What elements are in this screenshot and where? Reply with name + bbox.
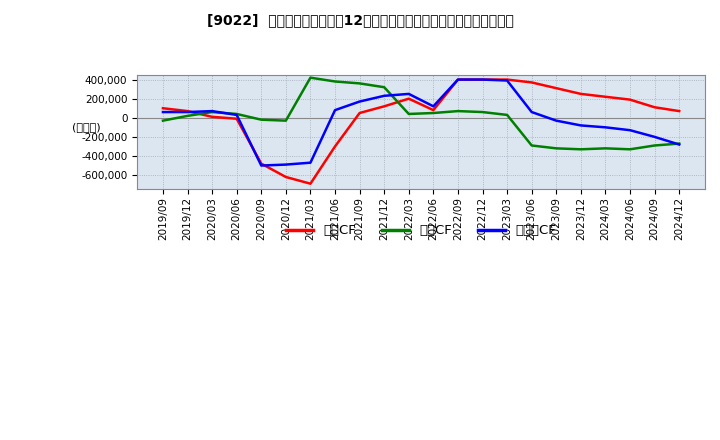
Text: [9022]  キャッシュフローの12か月移動合計の対前年同期増減額の推移: [9022] キャッシュフローの12か月移動合計の対前年同期増減額の推移 xyxy=(207,13,513,27)
Y-axis label: (百万円): (百万円) xyxy=(72,122,100,132)
Legend: 営業CF, 投資CF, フリーCF: 営業CF, 投資CF, フリーCF xyxy=(281,219,562,242)
